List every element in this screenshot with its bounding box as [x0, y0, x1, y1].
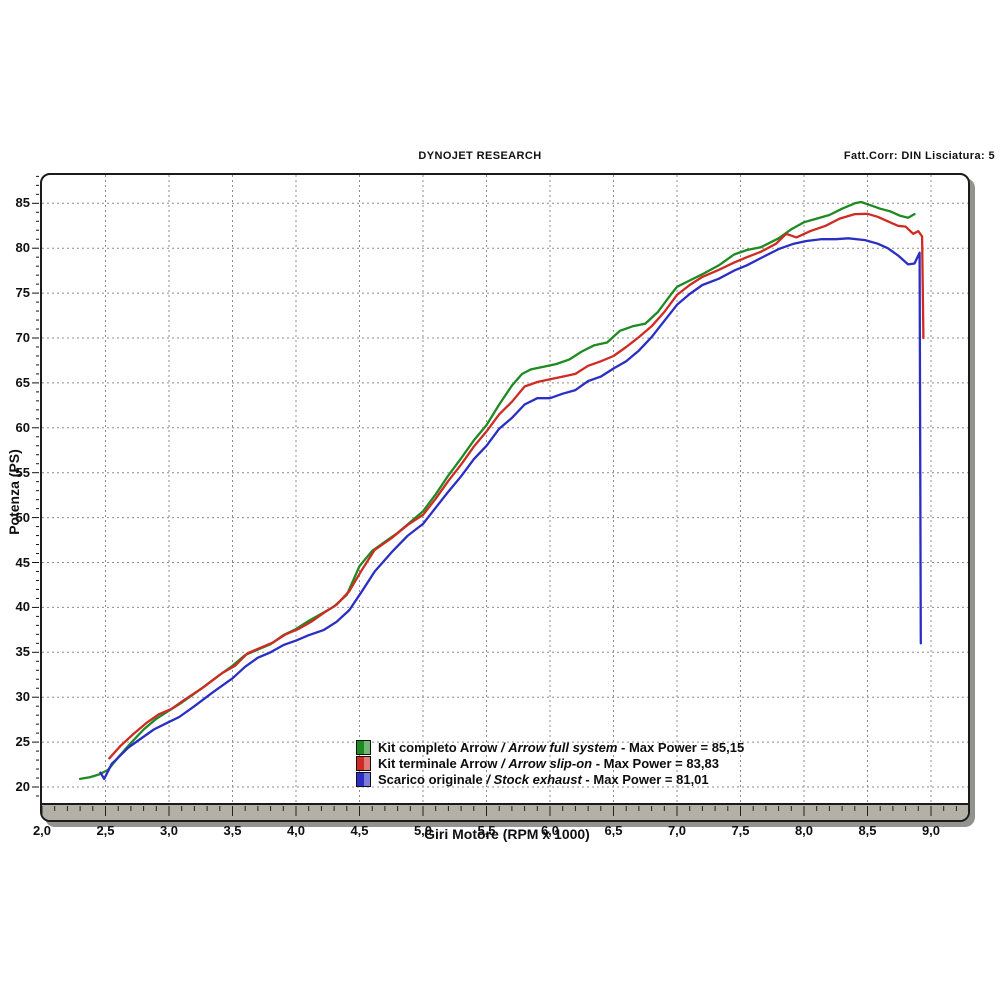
legend-label: Kit completo Arrow / Arrow full system -… [378, 739, 745, 755]
legend-label: Scarico originale / Stock exhaust - Max … [378, 771, 709, 787]
x-tick-label: 4,5 [350, 823, 369, 838]
legend: Kit completo Arrow / Arrow full system -… [356, 739, 744, 787]
x-tick-label: 9,0 [921, 823, 941, 838]
x-tick-label: 7,0 [667, 823, 687, 838]
y-tick-label: 65 [15, 374, 30, 390]
y-tick-label: 50 [15, 509, 30, 525]
legend-label: Kit terminale Arrow / Arrow slip-on - Ma… [378, 755, 719, 771]
x-tick-label: 5,0 [413, 823, 433, 838]
y-tick-label: 30 [15, 689, 30, 705]
y-tick-label: 45 [15, 554, 30, 570]
legend-swatch-blue [356, 771, 371, 787]
legend-swatch-green [356, 739, 371, 755]
plot-frame [40, 173, 970, 822]
x-tick-label: 4,0 [286, 823, 306, 838]
chart-title: DYNOJET RESEARCH [418, 150, 542, 162]
x-tick-label: 6,5 [604, 823, 623, 838]
y-tick-label: 85 [15, 195, 30, 211]
y-tick-label: 40 [15, 599, 30, 615]
max-power-value: 83,83 [686, 755, 719, 771]
y-tick-label: 80 [15, 240, 30, 256]
y-axis-title: Potenza (PS) [6, 449, 22, 535]
x-tick-label: 6,0 [540, 823, 560, 838]
legend-item: Kit terminale Arrow / Arrow slip-on - Ma… [356, 755, 744, 771]
x-tick-label: 7,5 [731, 823, 750, 838]
correction-factor-text: Fatt.Corr: DIN Lisciatura: 5 [843, 150, 995, 162]
y-tick-label: 55 [15, 464, 30, 480]
max-power-value: 85,15 [711, 739, 745, 755]
x-tick-label: 8,5 [858, 823, 877, 838]
x-axis-strip [42, 803, 968, 820]
x-tick-label: 2,5 [96, 823, 115, 838]
x-tick-label: 3,5 [223, 823, 242, 838]
x-axis-title: Giri Motore (RPM x 1000) [424, 826, 590, 842]
legend-swatch-red [356, 755, 371, 771]
y-tick-label: 20 [15, 779, 30, 794]
max-power-value: 81,01 [676, 771, 709, 787]
y-tick-label: 75 [15, 285, 30, 301]
x-tick-label: 2,0 [32, 823, 52, 838]
x-tick-label: 5,5 [477, 823, 496, 838]
legend-item: Scarico originale / Stock exhaust - Max … [356, 771, 744, 787]
y-tick-label: 70 [15, 330, 30, 345]
y-tick-label: 35 [15, 644, 30, 660]
x-tick-label: 3,0 [159, 823, 179, 838]
legend-item: Kit completo Arrow / Arrow full system -… [356, 739, 744, 755]
y-tick-label: 60 [15, 419, 30, 435]
y-tick-label: 25 [15, 734, 30, 750]
x-tick-label: 8,0 [794, 823, 814, 838]
